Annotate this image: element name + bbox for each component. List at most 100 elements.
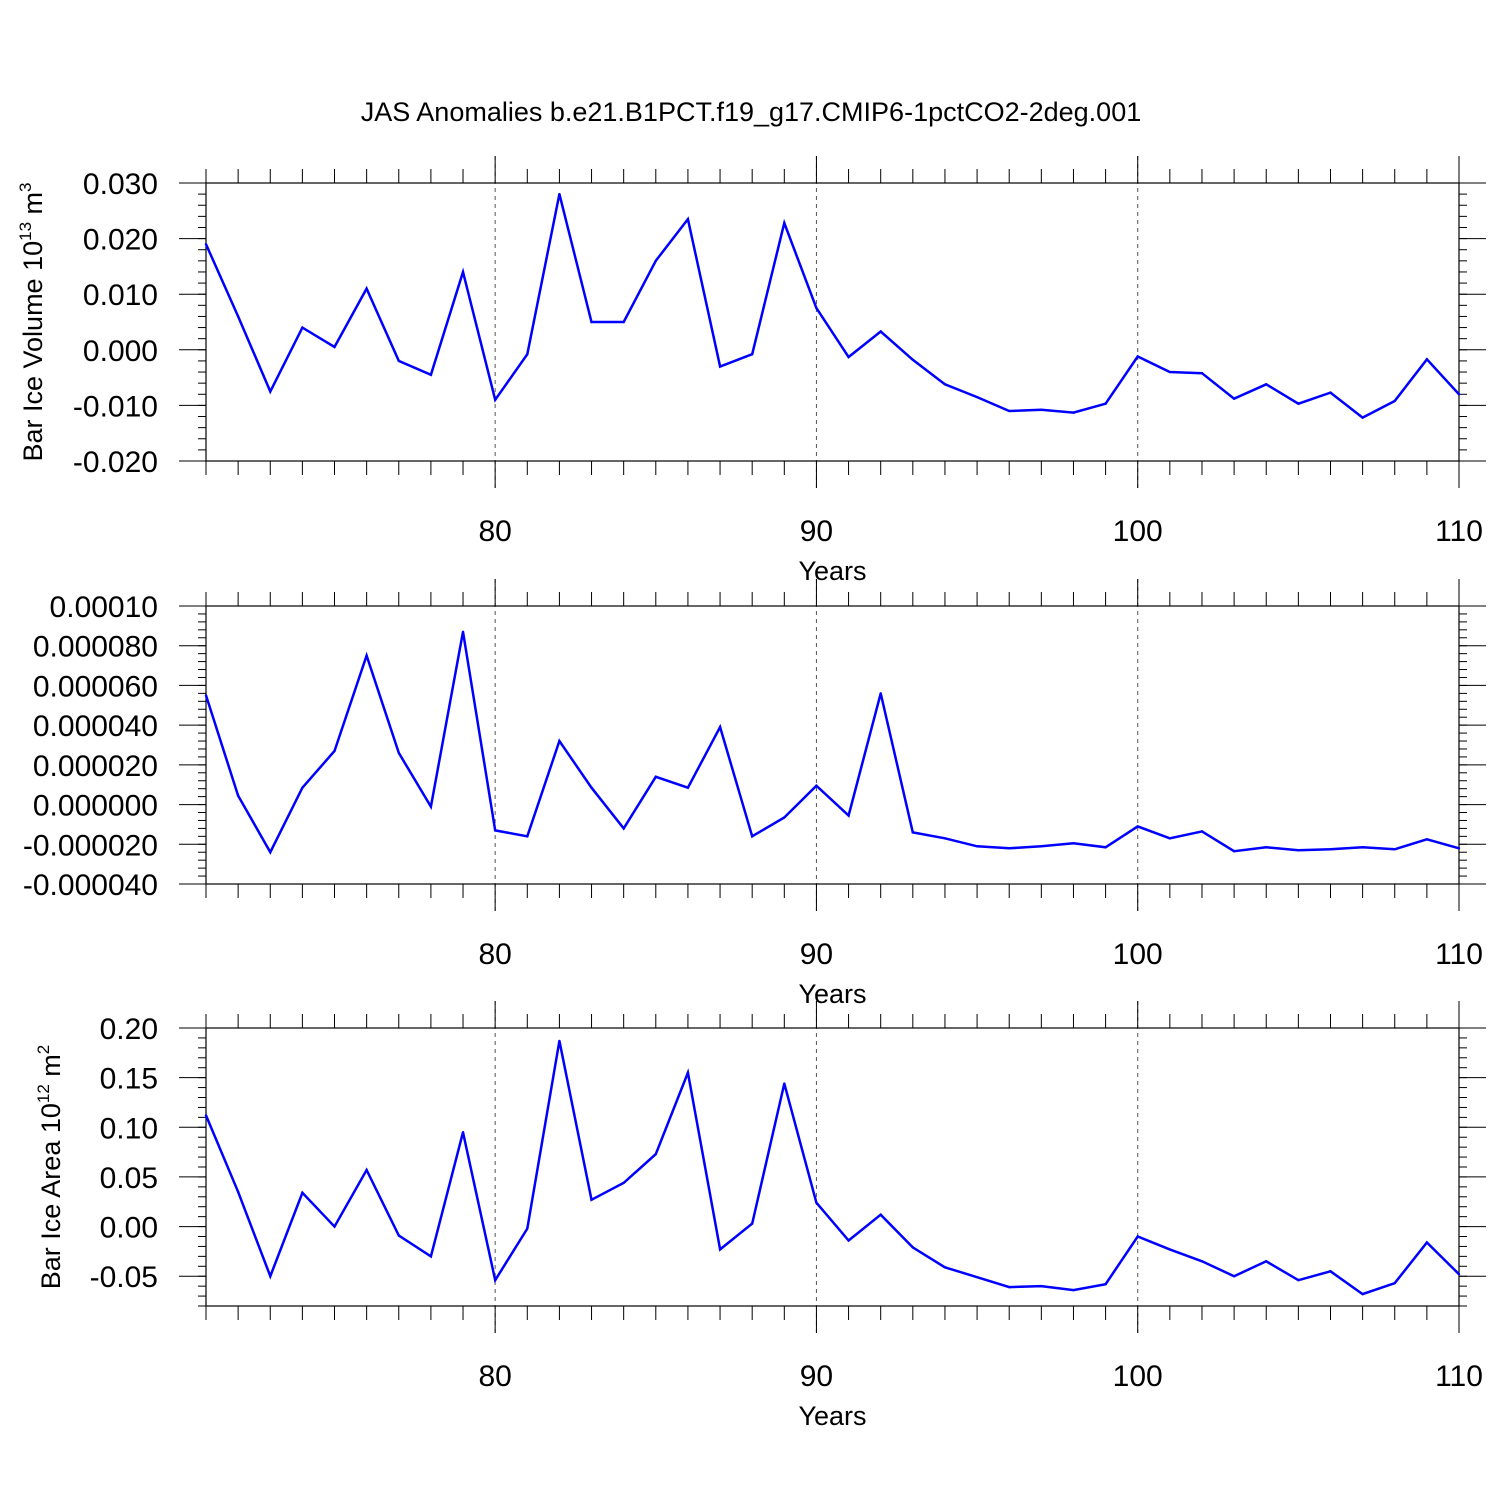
data-point <box>1072 1288 1075 1292</box>
chart-title: JAS Anomalies b.e21.B1PCT.f19_g17.CMIP6-… <box>361 97 1141 127</box>
data-point <box>590 1198 593 1201</box>
series-line <box>204 1040 1460 1296</box>
data-point <box>236 794 240 797</box>
data-point <box>1425 358 1429 361</box>
data-point <box>1425 1241 1429 1244</box>
data-point <box>365 287 368 290</box>
data-point <box>975 1276 979 1279</box>
y-tick-label: -0.020 <box>73 446 158 479</box>
data-point <box>783 1082 786 1085</box>
data-point <box>1008 847 1011 850</box>
y-tick-label: 0.000000 <box>33 790 158 823</box>
data-point <box>1104 402 1107 405</box>
data-point <box>847 814 850 817</box>
panels: -0.020 -0.010 0.000 0.010 0.020 0.030 80 90 100 1… <box>16 156 1486 1431</box>
x-tick-label: 80 <box>478 515 511 548</box>
data-point <box>1136 355 1139 358</box>
data-point <box>365 1168 368 1172</box>
data-point <box>750 353 754 356</box>
data-point <box>783 816 786 819</box>
data-point <box>686 786 690 789</box>
data-point <box>943 383 947 386</box>
data-point <box>783 221 786 225</box>
data-point <box>1008 409 1011 413</box>
y-tick-label: 0.10 <box>100 1112 158 1145</box>
data-point <box>558 739 561 743</box>
y-tick-label: 0.05 <box>100 1162 158 1195</box>
panel-1: -0.020 -0.010 0.000 0.010 0.020 0.030 80 90 100 1… <box>16 156 1486 586</box>
data-point <box>654 775 657 778</box>
data-point <box>1200 830 1204 833</box>
data-point <box>879 692 882 695</box>
data-point <box>1168 837 1172 840</box>
y-tick-label: -0.010 <box>73 390 158 423</box>
data-point <box>558 1039 561 1043</box>
x-axis-label: Years <box>798 979 866 1009</box>
series-line <box>204 193 1460 420</box>
data-point <box>1168 370 1172 374</box>
data-point <box>526 353 529 356</box>
data-point <box>429 1255 433 1258</box>
data-point <box>397 1234 400 1237</box>
y-axis-label: Bar Ice Area 1012 m2 <box>34 1045 66 1290</box>
data-point <box>1232 850 1236 853</box>
data-point <box>622 1181 625 1185</box>
data-point <box>1136 1235 1139 1238</box>
data-point <box>1457 847 1461 850</box>
data-point <box>847 1239 850 1242</box>
data-point <box>301 1191 304 1195</box>
y-axis-label: Bar Ice Volume 1013 m3 <box>16 182 48 461</box>
data-point <box>1425 838 1429 841</box>
data-point <box>1200 1260 1204 1263</box>
data-point <box>975 845 979 848</box>
plot-frame <box>205 182 1460 462</box>
x-tick-label: 90 <box>800 515 833 548</box>
data-point <box>461 630 465 634</box>
data-point <box>1457 1273 1461 1276</box>
panel-3: -0.05 0.00 0.05 0.10 0.15 0.20 80 90 100 110 Years… <box>34 1001 1486 1431</box>
data-point <box>1361 1292 1364 1296</box>
x-tick-label: 80 <box>478 938 511 971</box>
data-point <box>301 326 304 329</box>
data-point <box>493 1278 497 1282</box>
data-point <box>943 1266 947 1269</box>
data-point <box>1232 1275 1236 1278</box>
data-point <box>204 694 208 697</box>
data-point <box>686 217 690 221</box>
data-point <box>1200 371 1204 375</box>
data-point <box>590 320 593 324</box>
data-point <box>1265 383 1268 386</box>
data-point <box>1008 1285 1011 1289</box>
x-axis-label: Years <box>798 556 866 586</box>
data-point <box>1040 1284 1043 1288</box>
data-point <box>269 1275 272 1278</box>
data-point <box>686 1071 690 1074</box>
data-point <box>1457 393 1461 396</box>
x-tick-label: 100 <box>1113 1360 1163 1393</box>
y-tick-label: 0.010 <box>83 279 158 312</box>
data-point <box>718 365 722 368</box>
data-point <box>1393 399 1396 403</box>
data-point <box>750 1222 754 1225</box>
y-tick-label: -0.000020 <box>23 829 158 862</box>
data-point <box>1040 408 1043 412</box>
data-point <box>204 242 208 246</box>
data-point <box>365 654 368 657</box>
data-point <box>975 395 979 399</box>
data-point <box>1072 842 1075 845</box>
data-point <box>1104 1282 1107 1286</box>
data-point <box>815 1201 818 1204</box>
data-point <box>333 345 336 349</box>
data-point <box>1168 1248 1172 1251</box>
y-tick-label: 0.000060 <box>33 670 158 703</box>
y-tick-label: 0.020 <box>83 224 158 257</box>
data-point <box>943 837 947 840</box>
data-point <box>1329 848 1332 851</box>
y-tick-label: 0.15 <box>100 1063 158 1096</box>
data-point <box>526 1227 529 1230</box>
data-point <box>1136 825 1139 828</box>
data-point <box>333 749 336 753</box>
data-point <box>269 390 272 393</box>
y-tick-label: 0.20 <box>100 1013 158 1046</box>
x-tick-label: 100 <box>1113 515 1163 548</box>
